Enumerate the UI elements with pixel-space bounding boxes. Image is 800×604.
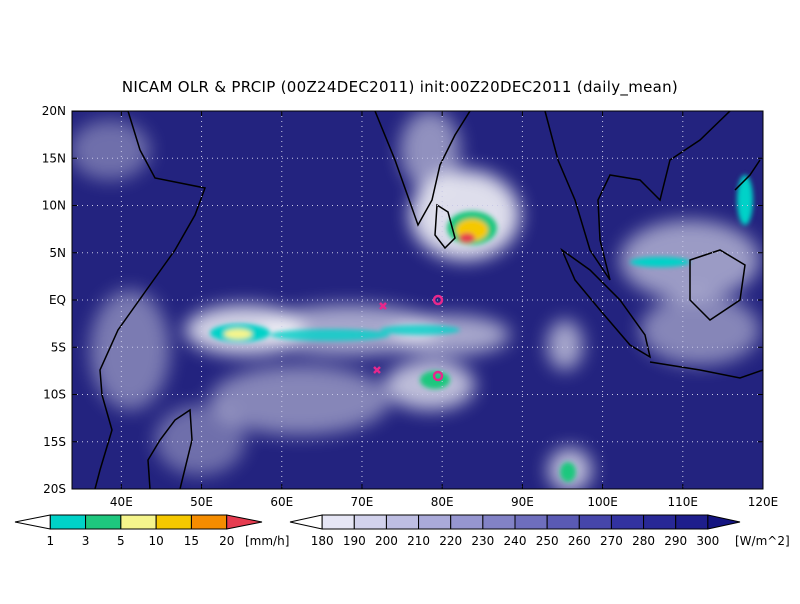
colorbar-segment	[49, 514, 87, 530]
grid	[72, 111, 763, 489]
lat-label: 5S	[51, 340, 66, 354]
lon-label: 70E	[351, 495, 374, 509]
colorbar-segment	[14, 514, 51, 530]
lon-label: 90E	[511, 495, 534, 509]
colorbar-segment	[578, 514, 612, 530]
colorbar-label: 180	[311, 534, 334, 548]
colorbar-unit: [mm/h]	[245, 534, 289, 548]
colorbar-segment	[610, 514, 645, 530]
colorbar-label: 300	[696, 534, 719, 548]
colorbar-label: 15	[184, 534, 199, 548]
coastlines	[72, 111, 763, 489]
marker-circle	[432, 294, 444, 306]
colorbar-label: 3	[82, 534, 90, 548]
lat-label: 20S	[43, 482, 66, 496]
map-title: NICAM OLR & PRCIP (00Z24DEC2011) init:00…	[122, 78, 678, 97]
colorbar-segment	[643, 514, 677, 530]
colorbar-segment	[190, 514, 228, 530]
colorbar-label: 20	[219, 534, 234, 548]
lat-label: 10S	[43, 388, 66, 402]
colorbar-segment	[385, 514, 420, 530]
colorbar-segment	[289, 514, 323, 530]
colorbar-unit: [W/m^2]	[735, 534, 790, 548]
colorbar-label: 240	[504, 534, 527, 548]
colorbar-label: 210	[407, 534, 430, 548]
lon-label: 100E	[587, 495, 618, 509]
colorbar-segment	[321, 514, 355, 530]
colorbar-segment	[353, 514, 387, 530]
colorbar-segment	[514, 514, 548, 530]
colorbar-label: 200	[375, 534, 398, 548]
colorbars: 1 3 5 10 15 20 [mm/h] 180 190 200 210 220 230 240 250 2…	[14, 514, 790, 548]
colorbar-label: 280	[632, 534, 655, 548]
colorbar-segment	[120, 514, 157, 530]
colorbar-label: 10	[149, 534, 164, 548]
colorbar-label: 190	[343, 534, 366, 548]
lat-label: 5N	[49, 246, 66, 260]
colorbar-segment	[226, 514, 263, 530]
marker-cross	[379, 302, 387, 310]
colorbar-label: 230	[471, 534, 494, 548]
colorbar-label: 220	[439, 534, 462, 548]
colorbar-label: 250	[536, 534, 559, 548]
marker-cross	[373, 366, 381, 374]
colorbar-segment	[155, 514, 192, 530]
colorbar-segment	[707, 514, 741, 530]
lon-label: 80E	[431, 495, 454, 509]
colorbar-label: 290	[664, 534, 687, 548]
lon-label: 40E	[110, 495, 133, 509]
lat-label: 15N	[42, 151, 66, 165]
colorbar-label: 1	[46, 534, 54, 548]
lat-label: 10N	[42, 199, 66, 213]
lon-label: 50E	[190, 495, 213, 509]
colorbar-segment	[546, 514, 580, 530]
colorbar-segment	[418, 514, 452, 530]
colorbar-segment	[675, 514, 709, 530]
colorbar-segment	[85, 514, 122, 530]
lon-label: 120E	[748, 495, 779, 509]
axes: 20N 15N 10N 5N EQ 5S 10S 15S 20S 40E 50E 60E 70E 80E 9…	[42, 104, 779, 509]
lat-label: 15S	[43, 435, 66, 449]
colorbar-label: 260	[568, 534, 591, 548]
lat-label: 20N	[42, 104, 66, 118]
lon-label: 110E	[668, 495, 699, 509]
colorbar-segment	[482, 514, 516, 530]
colorbar-label: 5	[117, 534, 125, 548]
map	[72, 111, 763, 489]
lat-label: EQ	[49, 293, 66, 307]
colorbar-segment	[450, 514, 484, 530]
colorbar-label: 270	[600, 534, 623, 548]
lon-label: 60E	[270, 495, 293, 509]
cloud-field	[72, 111, 760, 489]
storm-markers	[373, 294, 444, 382]
marker-circle	[432, 370, 444, 382]
